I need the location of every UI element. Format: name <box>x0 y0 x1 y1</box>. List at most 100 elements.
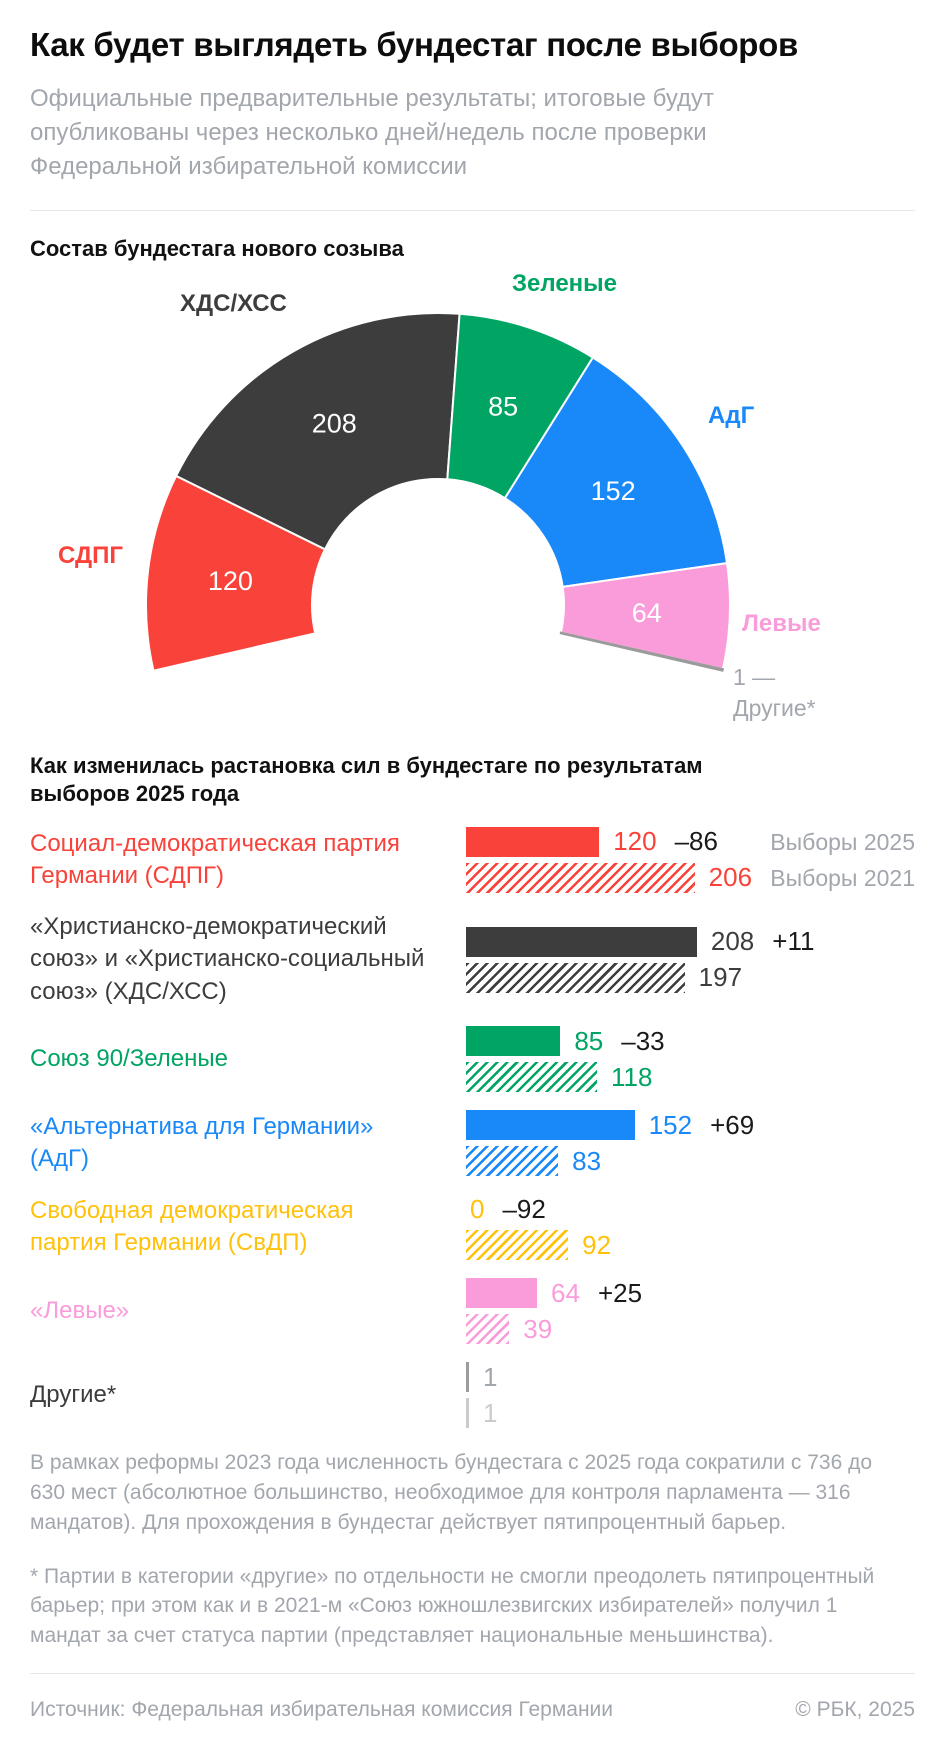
bar-line-2025: 85 –33 <box>466 1025 915 1057</box>
value-2025: 64 <box>551 1277 580 1308</box>
footnote-reform: В рамках реформы 2023 года численность б… <box>30 1451 873 1534</box>
bar-2021 <box>466 1398 469 1429</box>
donut-segment-others <box>559 631 725 672</box>
donut-callout-label: Другие* <box>733 694 816 721</box>
donut-section-title: Состав бундестага нового созыва <box>30 236 404 262</box>
page-title: Как будет выглядеть бундестаг после выбо… <box>30 26 798 63</box>
party-label: Союз 90/Зеленые <box>30 1044 228 1072</box>
donut-callout-value: 1 — <box>733 663 776 690</box>
bar-2025 <box>466 826 600 857</box>
value-2021: 118 <box>610 1061 653 1092</box>
party-label: Свободная демократическая партия Германи… <box>30 1196 354 1257</box>
bar-row-afd: «Альтернатива для Германии» (АдГ) 152 +69 8… <box>30 1109 915 1177</box>
value-2025: 152 <box>648 1109 693 1140</box>
donut-label-sdpg: СДПГ <box>58 541 123 569</box>
delta-vs-2021: +69 <box>710 1109 755 1140</box>
bar-row-left: «Левые» 64 +25 39 <box>30 1277 915 1345</box>
donut-label-left: Левые <box>742 609 821 637</box>
divider-top <box>30 210 915 212</box>
bar-line-2025: 208 +11 <box>466 926 915 957</box>
bar-line-2021: 39 <box>466 1313 915 1345</box>
bar-group: 64 +25 39 <box>466 1277 915 1345</box>
bar-2021 <box>466 862 695 893</box>
legend-item-2025: Выборы 2025 <box>770 828 915 855</box>
legend-item-2021: Выборы 2021 <box>770 864 915 891</box>
comparison-bar-chart: Социал-демократическая партия Германии (… <box>30 826 915 1429</box>
half-donut-svg: 120 208 85 152 64 <box>145 311 732 672</box>
bar-line-2021: 92 <box>466 1229 915 1261</box>
delta-vs-2021: –92 <box>502 1193 546 1224</box>
bar-group: 0 –92 92 <box>466 1194 915 1261</box>
bar-group: 120 –86 206 Выборы 2025 Выборы 2021 <box>466 826 915 893</box>
bar-line-2021: 83 <box>466 1145 915 1177</box>
delta-vs-2021: +11 <box>772 926 815 957</box>
party-label: Социал-демократическая партия Германии (… <box>30 829 400 889</box>
donut-seat-count-afd: 152 <box>591 476 636 506</box>
value-2025: 85 <box>574 1025 604 1056</box>
bar-2025 <box>466 1026 561 1057</box>
bar-legend: Выборы 2025 Выборы 2021 <box>770 827 915 893</box>
bar-group: 208 +11 197 <box>466 926 915 993</box>
bar-2021 <box>466 1146 559 1177</box>
party-label: «Альтернатива для Германии» (АдГ) <box>30 1112 374 1173</box>
source-row: Источник: Федеральная избирательная коми… <box>30 1698 915 1736</box>
bar-row-cducsu: «Христианско-демократический союз» и «Хр… <box>30 911 915 1008</box>
bar-group: 85 –33 118 <box>466 1025 915 1093</box>
value-2021: 206 <box>708 862 753 893</box>
value-2021: 1 <box>483 1397 498 1428</box>
delta-vs-2021: +25 <box>597 1277 643 1308</box>
donut-segment-sdpg <box>145 474 327 672</box>
bar-line-2025: 152 +69 <box>466 1109 915 1141</box>
donut-label-greens: Зеленые <box>512 269 617 297</box>
value-2021: 92 <box>582 1229 612 1260</box>
value-2025: 120 <box>613 826 657 857</box>
bar-row-greens: Союз 90/Зеленые 85 –33 118 <box>30 1025 915 1093</box>
party-label: «Христианско-демократический союз» и «Хр… <box>30 912 425 1005</box>
donut-seat-count-cducsu: 208 <box>312 408 357 438</box>
parliament-half-donut-chart: 120 208 85 152 64 ХДС/ХСС Зеленые АдГ СДПГ Л… <box>30 270 915 740</box>
bar-2021 <box>466 962 685 993</box>
delta-vs-2021: –86 <box>674 826 718 857</box>
donut-seat-count-sdpg: 120 <box>208 566 253 596</box>
donut-segment-cducsu <box>174 311 461 551</box>
bar-row-sdpg: Социал-демократическая партия Германии (… <box>30 826 915 893</box>
bar-2021 <box>466 1230 569 1261</box>
source-label: Источник: Федеральная избирательная коми… <box>30 1698 613 1721</box>
bar-2025 <box>466 1362 469 1393</box>
donut-callout-others: 1 — Другие* <box>733 662 816 724</box>
party-label: Другие* <box>30 1380 117 1408</box>
donut-seat-count-greens: 85 <box>488 391 518 421</box>
bar-2025 <box>466 926 697 957</box>
bar-2021 <box>466 1062 597 1093</box>
donut-segment-afd <box>503 355 729 588</box>
infographic: Как будет выглядеть бундестаг после выбо… <box>0 26 945 1736</box>
bar-group: 152 +69 83 <box>466 1109 915 1177</box>
subtitle: Официальные предварительные результаты; … <box>30 84 715 181</box>
bar-line-2021: 1 <box>466 1397 915 1429</box>
value-2021: 197 <box>698 962 743 993</box>
divider-bottom <box>30 1673 915 1674</box>
bar-line-2025: 0 –92 <box>466 1194 915 1224</box>
value-2021: 83 <box>572 1145 602 1176</box>
bar-row-fdp: Свободная демократическая партия Германи… <box>30 1194 915 1261</box>
donut-label-cducsu: ХДС/ХСС <box>180 289 287 317</box>
bar-2025 <box>466 1278 538 1309</box>
bar-line-2021: 197 <box>466 962 915 993</box>
party-label: «Левые» <box>30 1296 130 1324</box>
bar-line-2021: 206 <box>466 862 915 893</box>
delta-vs-2021: –33 <box>621 1025 665 1056</box>
bars-section-title: Как изменилась растановка сил в бундеста… <box>30 752 703 807</box>
value-2025: 0 <box>470 1193 485 1224</box>
bar-line-2025: 1 <box>466 1361 915 1393</box>
donut-seat-count-left: 64 <box>632 598 662 628</box>
value-2021: 39 <box>523 1313 553 1344</box>
bar-row-others: Другие* 1 1 <box>30 1361 915 1429</box>
donut-label-afd: АдГ <box>708 401 755 429</box>
bar-line-2025: 64 +25 <box>466 1277 915 1309</box>
bar-2021 <box>466 1314 510 1345</box>
copyright: © РБК, 2025 <box>795 1698 915 1721</box>
footnote-others: * Партии в категории «другие» по отдельн… <box>30 1564 875 1648</box>
value-2025: 1 <box>483 1361 498 1392</box>
bar-line-2021: 118 <box>466 1061 915 1093</box>
